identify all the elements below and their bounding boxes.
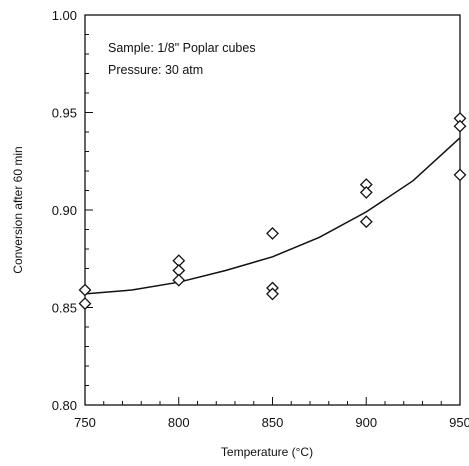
data-point-diamond — [359, 185, 373, 199]
data-point-diamond — [266, 287, 279, 301]
x-tick-label: 800 — [168, 415, 190, 430]
y-tick-label: 0.90 — [52, 203, 77, 218]
x-tick-label: 750 — [74, 415, 96, 430]
y-tick-label: 0.85 — [52, 301, 77, 316]
y-axis-title: Conversion after 60 min — [11, 146, 25, 273]
annotation-sample: Sample: 1/8" Poplar cubes — [108, 41, 256, 55]
data-point-diamond — [359, 215, 373, 229]
data-points-layer — [78, 111, 467, 311]
x-axis-title: Temperature (°C) — [221, 445, 313, 459]
data-point-diamond — [172, 273, 186, 287]
x-tick-label: 850 — [262, 415, 284, 430]
data-point-diamond — [78, 297, 92, 311]
fit-curve-layer — [84, 137, 461, 295]
y-axis-ticks: 0.80 0.85 0.90 0.95 1.00 — [52, 8, 93, 413]
data-point-diamond — [453, 168, 467, 182]
y-tick-label: 0.95 — [52, 106, 77, 121]
y-tick-label: 1.00 — [52, 8, 77, 23]
x-tick-label: 950 — [449, 415, 469, 430]
fit-curve — [84, 137, 461, 295]
x-axis-ticks: 750 800 850 900 950 — [74, 397, 469, 430]
x-tick-label: 900 — [355, 415, 377, 430]
data-point-diamond — [78, 283, 92, 297]
data-point-diamond — [266, 226, 279, 240]
data-point-diamond — [453, 119, 467, 133]
annotation-pressure: Pressure: 30 atm — [108, 63, 203, 77]
y-tick-label: 0.80 — [52, 398, 77, 413]
